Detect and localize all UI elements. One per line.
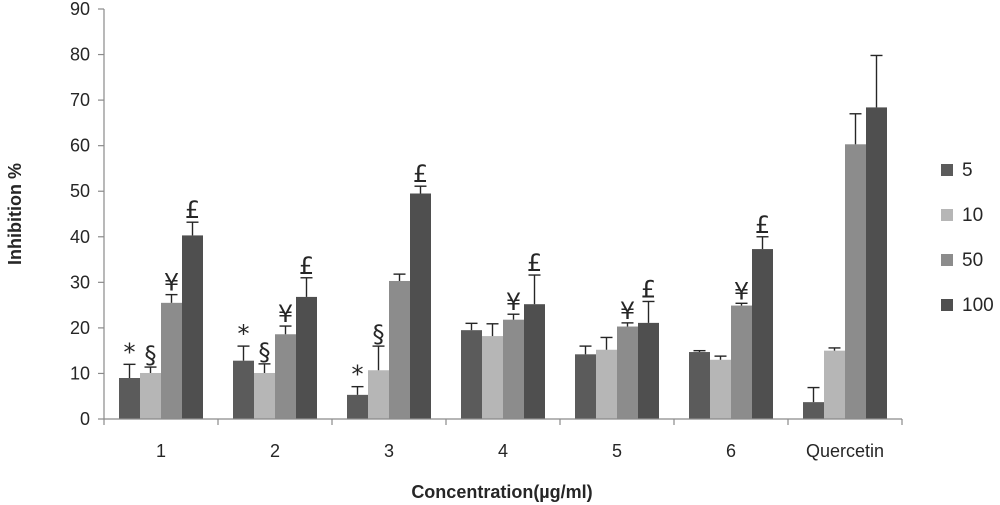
bar-series-50-cat-1 — [275, 334, 296, 419]
legend-label-100: 100 — [962, 295, 994, 316]
bar-series-100-cat-1 — [296, 296, 317, 419]
x-tick-label-1: 2 — [270, 441, 280, 461]
bar-series-50-cat-4 — [617, 326, 638, 419]
bar-series-10-cat-3 — [482, 336, 503, 419]
bar-series-5-cat-6 — [803, 402, 824, 419]
legend-label-50: 50 — [962, 250, 983, 271]
significance-mark-series-5-cat-2: * — [352, 361, 364, 389]
legend-label-10: 10 — [962, 205, 983, 226]
x-tick-label-3: 4 — [498, 441, 508, 461]
significance-mark-series-10-cat-1: § — [259, 338, 271, 366]
bar-series-5-cat-4 — [575, 354, 596, 419]
bar-series-100-cat-5 — [752, 249, 773, 419]
x-tick-label-2: 3 — [384, 441, 394, 461]
x-tick-label-5: 6 — [726, 441, 736, 461]
legend-swatch-5 — [941, 164, 953, 176]
y-axis-title: Inhibition % — [5, 163, 25, 265]
y-tick-label-80: 80 — [70, 45, 90, 65]
bar-series-10-cat-2 — [368, 370, 389, 419]
bar-series-5-cat-0 — [119, 378, 140, 419]
legend-swatch-50 — [941, 254, 953, 266]
x-tick-label-4: 5 — [612, 441, 622, 461]
y-tick-label-70: 70 — [70, 90, 90, 110]
bars-layer — [119, 107, 887, 420]
bar-series-10-cat-6 — [824, 350, 845, 419]
y-tick-label-30: 30 — [70, 272, 90, 292]
significance-mark-series-5-cat-1: * — [238, 320, 250, 348]
significance-mark-series-50-cat-5: ¥ — [734, 277, 749, 305]
y-tick-label-10: 10 — [70, 363, 90, 383]
y-tick-label-60: 60 — [70, 136, 90, 156]
bar-series-5-cat-5 — [689, 352, 710, 419]
significance-mark-series-50-cat-3: ¥ — [506, 288, 521, 316]
bar-series-100-cat-0 — [182, 235, 203, 419]
significance-mark-series-5-cat-0: * — [124, 338, 136, 366]
y-tick-label-40: 40 — [70, 227, 90, 247]
bar-series-100-cat-4 — [638, 322, 659, 419]
significance-mark-series-100-cat-4: £ — [641, 275, 656, 303]
y-tick-label-20: 20 — [70, 318, 90, 338]
bar-series-5-cat-2 — [347, 394, 368, 419]
bar-series-50-cat-5 — [731, 305, 752, 419]
bar-series-10-cat-4 — [596, 349, 617, 419]
x-tick-label-0: 1 — [156, 441, 166, 461]
y-tick-label-90: 90 — [70, 0, 90, 19]
bar-series-100-cat-6 — [866, 107, 887, 420]
bar-series-5-cat-1 — [233, 360, 254, 419]
bar-series-50-cat-3 — [503, 319, 524, 419]
legend-swatch-10 — [941, 209, 953, 221]
significance-mark-series-100-cat-0: £ — [185, 196, 200, 224]
significance-mark-series-10-cat-0: § — [145, 341, 157, 369]
bar-series-100-cat-3 — [524, 304, 545, 419]
significance-mark-series-100-cat-1: £ — [299, 252, 314, 280]
significance-mark-series-50-cat-1: ¥ — [278, 300, 293, 328]
x-tick-label-6: Quercetin — [806, 441, 884, 461]
significance-mark-series-100-cat-2: £ — [413, 160, 428, 188]
bar-series-10-cat-1 — [254, 372, 275, 419]
bar-series-50-cat-0 — [161, 302, 182, 419]
significance-mark-series-50-cat-0: ¥ — [164, 269, 179, 297]
bar-series-50-cat-6 — [845, 144, 866, 420]
bar-series-5-cat-3 — [461, 330, 482, 419]
significance-mark-series-10-cat-2: § — [373, 320, 385, 348]
bar-series-10-cat-0 — [140, 372, 161, 419]
axes-layer: 0 10 20 30 40 50 60 70 80 90 1 2 3 4 5 6 Quercetin — [70, 0, 903, 461]
significance-marks-layer: * §¥£*§¥£*§£¥£¥£ ¥£ — [124, 160, 771, 388]
bar-series-10-cat-5 — [710, 359, 731, 419]
legend: 5 10 50 100 — [941, 160, 994, 316]
significance-mark-series-50-cat-4: ¥ — [620, 297, 635, 325]
legend-swatch-100 — [941, 299, 953, 311]
bar-series-100-cat-2 — [410, 193, 431, 419]
y-tick-label-0: 0 — [80, 409, 90, 429]
significance-mark-series-100-cat-3: £ — [527, 249, 542, 277]
x-axis-title: Concentration(µg/ml) — [411, 482, 592, 502]
significance-mark-series-100-cat-5: £ — [755, 211, 770, 239]
bar-series-50-cat-2 — [389, 280, 410, 419]
legend-label-5: 5 — [962, 160, 973, 181]
y-tick-label-50: 50 — [70, 181, 90, 201]
error-bars-layer — [123, 54, 883, 403]
